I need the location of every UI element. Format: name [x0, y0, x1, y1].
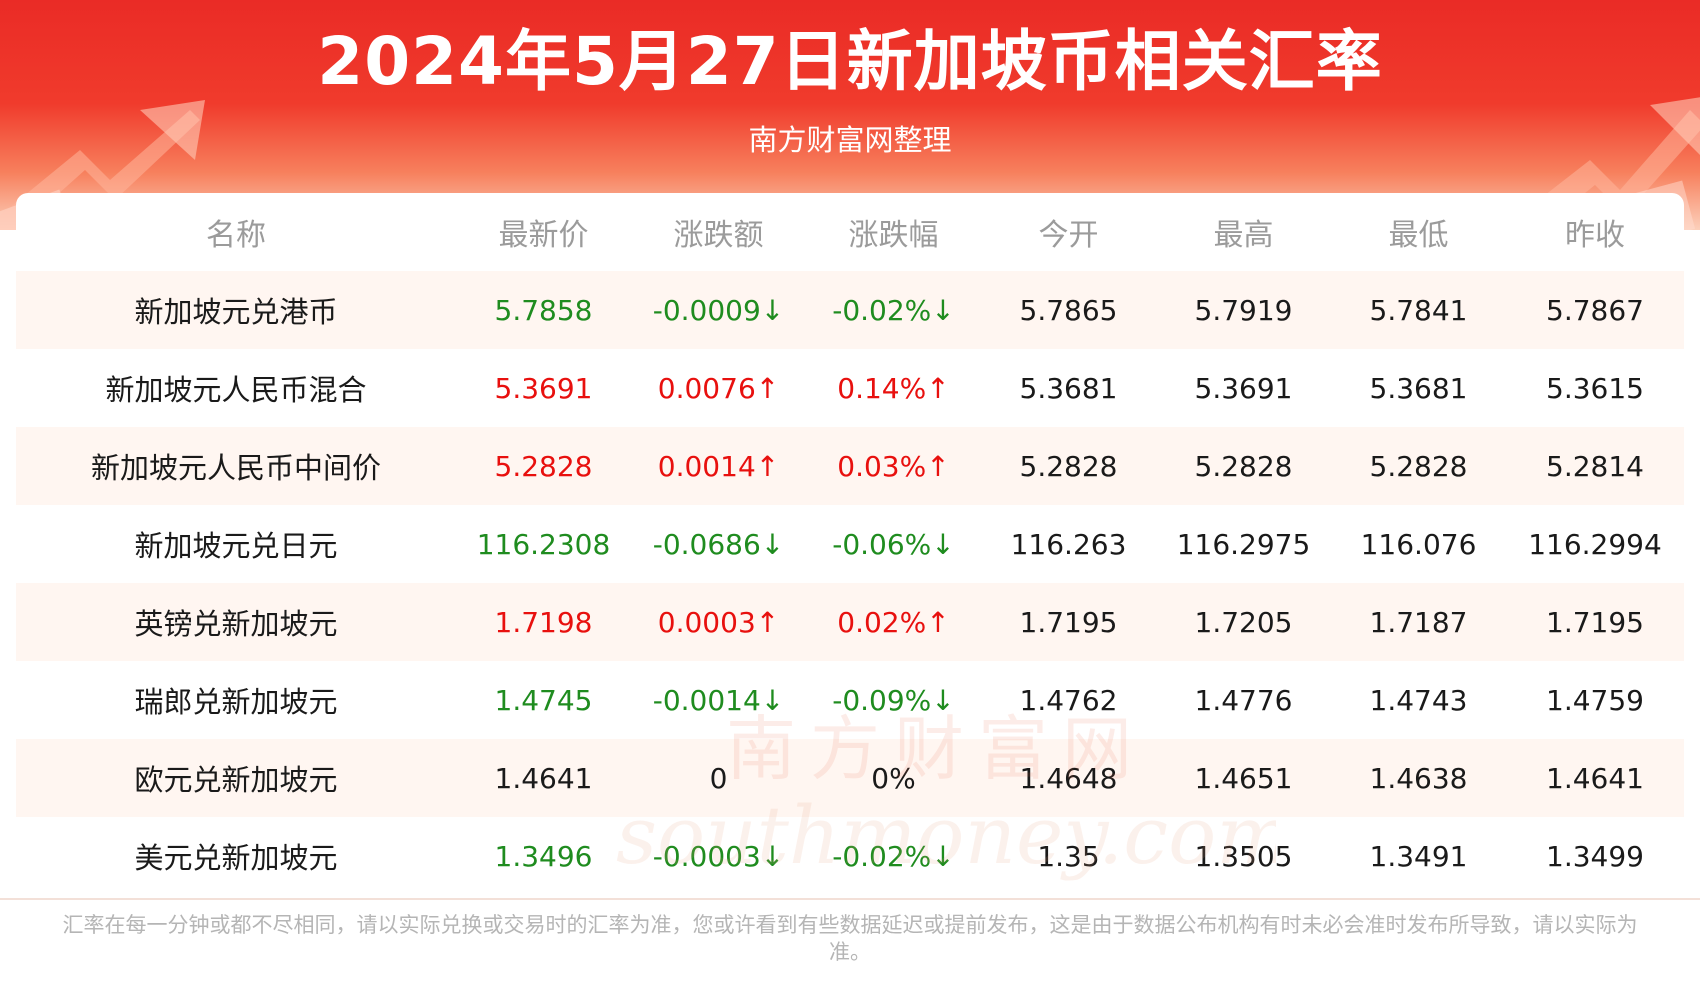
high-price: 5.7919	[1194, 293, 1293, 327]
column-header-high: 最高	[1213, 218, 1274, 253]
table-row: 欧元兑新加坡元 1.4641 0 0% 1.4648 1.4651 1.4638…	[16, 739, 1684, 817]
latest-price: 5.7858	[494, 293, 593, 327]
footer-disclaimer: 汇率在每一分钟或都不尽相同，请以实际兑换或交易时的汇率为准，您或许看到有些数据延…	[62, 913, 1638, 964]
column-header-prev-close: 昨收	[1565, 218, 1625, 253]
change-amount: -0.0009↓	[652, 293, 785, 327]
change-percent: -0.02%↓	[832, 293, 955, 327]
prev-close: 5.2814	[1546, 449, 1644, 483]
table-row: 英镑兑新加坡元 1.7198 0.0003↑ 0.02%↑ 1.7195 1.7…	[16, 583, 1684, 661]
high-price: 116.2975	[1176, 527, 1311, 561]
high-price: 1.7205	[1194, 605, 1293, 639]
high-price: 5.3691	[1194, 371, 1293, 405]
low-price: 5.7841	[1369, 293, 1468, 327]
change-amount: 0.0014↑	[657, 449, 780, 483]
table-row: 瑞郎兑新加坡元 1.4745 -0.0014↓ -0.09%↓ 1.4762 1…	[16, 661, 1684, 739]
rate-name: 英镑兑新加坡元	[134, 607, 338, 641]
column-header-change-pct: 涨跌幅	[848, 218, 939, 253]
table-header: 名称 最新价 涨跌额 涨跌幅 今开 最高 最低 昨收	[16, 193, 1684, 271]
low-price: 5.3681	[1369, 371, 1468, 405]
latest-price: 1.7198	[494, 605, 593, 639]
open-price: 116.263	[1010, 527, 1127, 561]
high-price: 1.4651	[1194, 761, 1293, 795]
prev-close: 116.2994	[1528, 527, 1662, 561]
change-amount: 0	[709, 761, 728, 795]
table-row: 新加坡元人民币中间价 5.2828 0.0014↑ 0.03%↑ 5.2828 …	[16, 427, 1684, 505]
column-header-change: 涨跌额	[673, 218, 764, 253]
rate-name: 新加坡元人民币混合	[105, 373, 367, 407]
column-header-open: 今开	[1038, 218, 1099, 253]
table-row: 新加坡元兑港币 5.7858 -0.0009↓ -0.02%↓ 5.7865 5…	[16, 271, 1684, 349]
open-price: 1.7195	[1019, 605, 1118, 639]
prev-close: 5.3615	[1546, 371, 1644, 405]
open-price: 5.3681	[1019, 371, 1118, 405]
prev-close: 1.7195	[1546, 605, 1644, 639]
change-percent: 0.14%↑	[837, 371, 950, 405]
latest-price: 1.3496	[494, 839, 593, 873]
change-amount: -0.0014↓	[652, 683, 785, 717]
low-price: 1.4743	[1369, 683, 1468, 717]
change-percent: 0.03%↑	[837, 449, 950, 483]
rate-name: 欧元兑新加坡元	[134, 763, 338, 797]
change-percent: 0.02%↑	[837, 605, 950, 639]
table-body: 新加坡元兑港币 5.7858 -0.0009↓ -0.02%↓ 5.7865 5…	[16, 271, 1684, 895]
rate-name: 美元兑新加坡元	[134, 841, 338, 875]
prev-close: 1.4641	[1546, 761, 1644, 795]
table-row: 新加坡元人民币混合 5.3691 0.0076↑ 0.14%↑ 5.3681 5…	[16, 349, 1684, 427]
high-price: 5.2828	[1194, 449, 1293, 483]
latest-price: 116.2308	[476, 527, 611, 561]
low-price: 116.076	[1360, 527, 1477, 561]
change-amount: -0.0003↓	[652, 839, 785, 873]
page-title: 2024年5月27日新加坡币相关汇率	[317, 23, 1383, 100]
rate-name: 新加坡元兑日元	[134, 529, 338, 563]
latest-price: 5.2828	[494, 449, 593, 483]
rates-table-card: 名称 最新价 涨跌额 涨跌幅 今开 最高 最低 昨收 新加坡元兑港币 5.785…	[16, 193, 1684, 898]
open-price: 1.4648	[1019, 761, 1118, 795]
high-price: 1.3505	[1194, 839, 1293, 873]
open-price: 5.2828	[1019, 449, 1118, 483]
open-price: 1.35	[1037, 839, 1100, 873]
change-amount: 0.0003↑	[657, 605, 780, 639]
change-percent: -0.06%↓	[832, 527, 955, 561]
prev-close: 1.3499	[1546, 839, 1644, 873]
prev-close: 5.7867	[1546, 293, 1644, 327]
column-header-latest: 最新价	[498, 218, 589, 253]
high-price: 1.4776	[1194, 683, 1293, 717]
page-subtitle: 南方财富网整理	[748, 123, 952, 157]
change-percent: -0.02%↓	[832, 839, 955, 873]
latest-price: 1.4641	[494, 761, 593, 795]
open-price: 5.7865	[1019, 293, 1118, 327]
column-header-low: 最低	[1388, 218, 1449, 253]
change-amount: 0.0076↑	[657, 371, 780, 405]
rate-name: 新加坡元兑港币	[134, 295, 338, 329]
change-percent: 0%	[871, 761, 916, 795]
low-price: 1.4638	[1369, 761, 1468, 795]
footer-divider	[0, 898, 1700, 900]
open-price: 1.4762	[1019, 683, 1118, 717]
low-price: 1.7187	[1369, 605, 1468, 639]
low-price: 1.3491	[1369, 839, 1468, 873]
column-header-name: 名称	[206, 218, 266, 253]
rate-name: 新加坡元人民币中间价	[90, 451, 381, 485]
latest-price: 1.4745	[494, 683, 593, 717]
prev-close: 1.4759	[1546, 683, 1644, 717]
change-amount: -0.0686↓	[652, 527, 785, 561]
table-row: 新加坡元兑日元 116.2308 -0.0686↓ -0.06%↓ 116.26…	[16, 505, 1684, 583]
rate-name: 瑞郎兑新加坡元	[134, 685, 338, 719]
latest-price: 5.3691	[494, 371, 593, 405]
low-price: 5.2828	[1369, 449, 1468, 483]
table-row: 美元兑新加坡元 1.3496 -0.0003↓ -0.02%↓ 1.35 1.3…	[16, 817, 1684, 895]
change-percent: -0.09%↓	[832, 683, 955, 717]
